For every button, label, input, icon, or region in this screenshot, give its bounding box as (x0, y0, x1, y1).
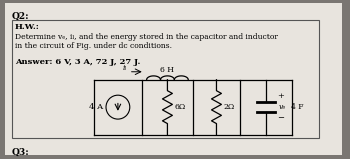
Text: 4 F: 4 F (291, 103, 303, 111)
Text: vₑ: vₑ (279, 103, 286, 111)
Text: Q2:: Q2: (12, 12, 29, 21)
Text: −: − (277, 114, 284, 122)
Text: 6Ω: 6Ω (174, 103, 186, 111)
Text: 2Ω: 2Ω (223, 103, 235, 111)
Text: H.W.:: H.W.: (15, 23, 40, 31)
Text: Determine vₑ, iₗ, and the energy stored in the capacitor and inductor: Determine vₑ, iₗ, and the energy stored … (15, 33, 278, 41)
Bar (12, 20, 319, 138)
Text: 4 A: 4 A (89, 103, 103, 111)
Text: +: + (277, 92, 284, 100)
Text: 6 H: 6 H (161, 66, 174, 74)
Text: Answer: 6 V, 3 A, 72 J, 27 J.: Answer: 6 V, 3 A, 72 J, 27 J. (15, 58, 140, 66)
Text: iₗ: iₗ (122, 64, 127, 72)
Text: in the circuit of Fig. under dc conditions.: in the circuit of Fig. under dc conditio… (15, 42, 172, 50)
Text: Q3:: Q3: (12, 148, 30, 156)
